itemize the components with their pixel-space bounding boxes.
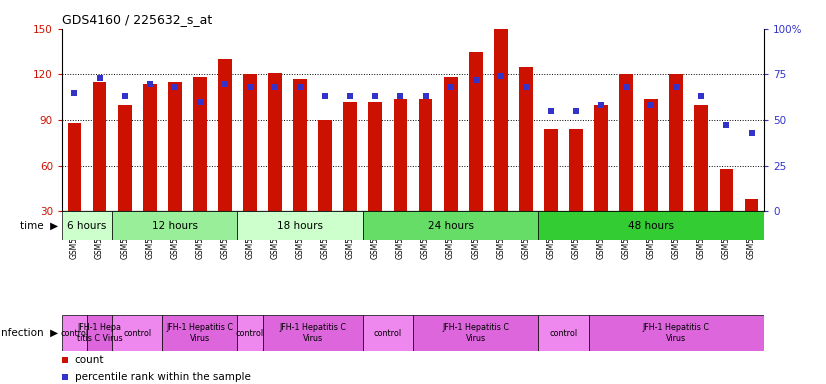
Text: count: count — [74, 356, 104, 366]
Bar — [669, 74, 683, 257]
Bar — [695, 105, 708, 257]
Text: JFH-1 Hepa
titis C Virus: JFH-1 Hepa titis C Virus — [77, 323, 122, 343]
Bar — [588, 315, 764, 351]
Text: GDS4160 / 225632_s_at: GDS4160 / 225632_s_at — [62, 13, 212, 26]
Text: 24 hours: 24 hours — [428, 220, 473, 231]
Bar — [419, 99, 433, 257]
Bar — [569, 129, 583, 257]
Bar — [68, 123, 82, 257]
Text: 48 hours: 48 hours — [629, 220, 674, 231]
Bar — [238, 315, 263, 351]
Bar — [112, 315, 162, 351]
Bar — [318, 120, 332, 257]
Bar — [112, 211, 238, 240]
Text: JFH-1 Hepatitis C
Virus: JFH-1 Hepatitis C Virus — [643, 323, 710, 343]
Bar — [539, 211, 764, 240]
Text: percentile rank within the sample: percentile rank within the sample — [74, 372, 250, 382]
Bar — [162, 315, 238, 351]
Bar — [118, 105, 131, 257]
Text: control: control — [236, 329, 264, 338]
Bar — [363, 211, 539, 240]
Text: infection  ▶: infection ▶ — [0, 328, 58, 338]
Bar — [544, 129, 558, 257]
Bar — [620, 74, 633, 257]
Bar — [243, 74, 257, 257]
Text: control: control — [123, 329, 151, 338]
Bar — [62, 315, 87, 351]
Bar — [719, 169, 733, 257]
Text: JFH-1 Hepatitis C
Virus: JFH-1 Hepatitis C Virus — [279, 323, 346, 343]
Text: 6 hours: 6 hours — [68, 220, 107, 231]
Bar — [143, 84, 157, 257]
Bar — [168, 82, 182, 257]
Bar — [539, 315, 588, 351]
Bar — [393, 99, 407, 257]
Bar — [469, 51, 482, 257]
Bar — [263, 315, 363, 351]
Text: JFH-1 Hepatitis C
Virus: JFH-1 Hepatitis C Virus — [166, 323, 234, 343]
Text: 18 hours: 18 hours — [278, 220, 323, 231]
Bar — [644, 99, 658, 257]
Bar — [368, 102, 382, 257]
Text: JFH-1 Hepatitis C
Virus: JFH-1 Hepatitis C Virus — [442, 323, 509, 343]
Bar — [218, 59, 232, 257]
Bar — [293, 79, 307, 257]
Text: 12 hours: 12 hours — [152, 220, 197, 231]
Bar — [519, 67, 533, 257]
Bar — [62, 211, 112, 240]
Text: time  ▶: time ▶ — [20, 220, 58, 231]
Bar — [594, 105, 608, 257]
Bar — [444, 78, 458, 257]
Bar — [238, 211, 363, 240]
Bar — [363, 315, 413, 351]
Bar — [268, 73, 282, 257]
Bar — [494, 29, 508, 257]
Text: control: control — [60, 329, 88, 338]
Bar — [93, 82, 107, 257]
Bar — [413, 315, 539, 351]
Text: control: control — [374, 329, 402, 338]
Bar — [744, 199, 758, 257]
Bar — [344, 102, 357, 257]
Text: control: control — [549, 329, 577, 338]
Bar — [193, 78, 206, 257]
Bar — [87, 315, 112, 351]
